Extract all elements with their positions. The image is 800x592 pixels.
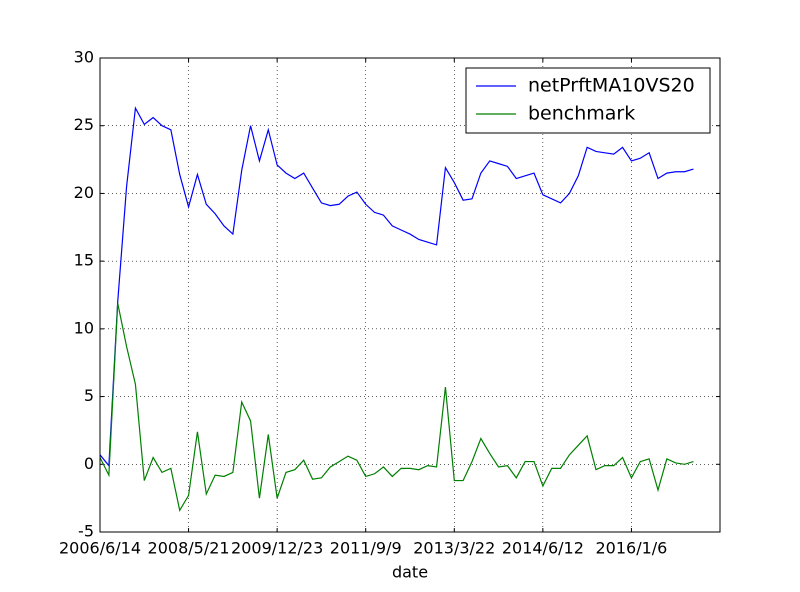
y-tick-label: 15	[74, 251, 94, 270]
plot-frame	[99, 57, 721, 533]
y-tick-label: 30	[74, 48, 94, 67]
y-tick-label: 5	[84, 386, 94, 405]
x-tick-label: 2014/6/12	[502, 539, 584, 558]
x-tick-label: 2008/5/21	[148, 539, 230, 558]
x-tick-label: 2013/3/22	[413, 539, 495, 558]
legend-box	[465, 67, 711, 134]
legend-label: netPrftMA10VS20	[528, 75, 695, 97]
x-tick-label: 2016/1/6	[595, 539, 667, 558]
y-tick-label: 25	[74, 115, 94, 134]
series-line	[99, 106, 694, 468]
y-tick-label: 20	[74, 183, 94, 202]
legend: netPrftMA10VS20 benchmark	[465, 67, 711, 134]
x-tick-label: 2006/6/14	[59, 539, 141, 558]
y-tick-label: 10	[74, 318, 94, 337]
y-tick-label: -5	[78, 522, 94, 541]
x-axis-label: date	[392, 563, 428, 582]
series-line	[99, 303, 694, 512]
x-tick-label: 2009/12/23	[231, 539, 323, 558]
legend-label: benchmark	[528, 103, 635, 125]
y-tick-label: 0	[84, 454, 94, 473]
x-tick-label: 2011/9/9	[330, 539, 402, 558]
